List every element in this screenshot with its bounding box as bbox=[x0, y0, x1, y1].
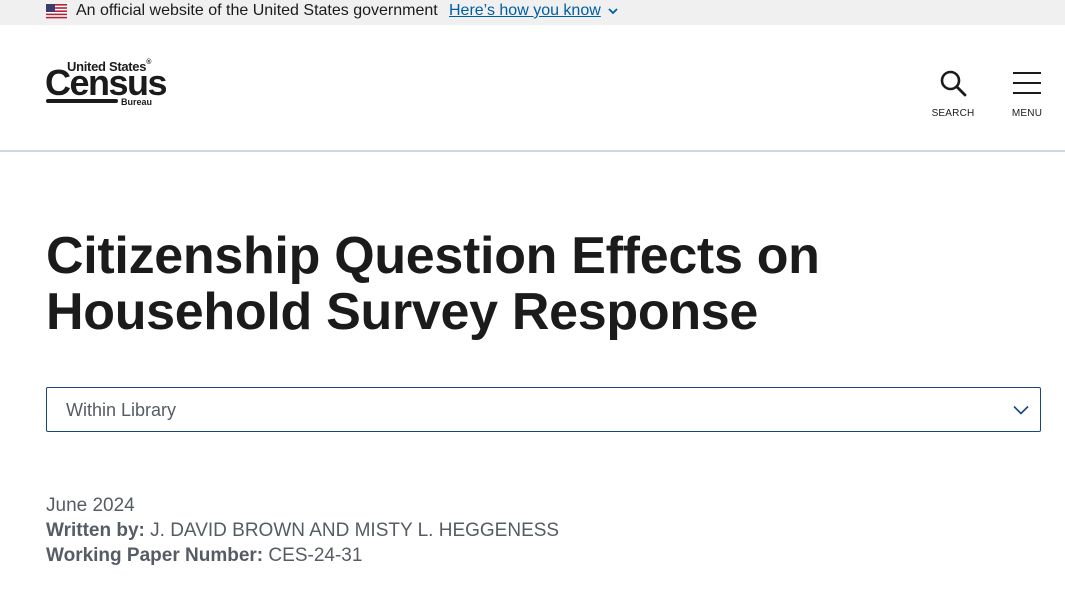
paper-number-row: Working Paper Number: CES-24-31 bbox=[46, 543, 559, 568]
us-flag-icon bbox=[46, 4, 67, 19]
menu-label: MENU bbox=[1011, 108, 1043, 119]
logo-underline bbox=[46, 99, 118, 103]
authors: J. DAVID BROWN AND MISTY L. HEGGENESS bbox=[150, 520, 560, 541]
library-select-value: Within Library bbox=[66, 400, 177, 420]
gov-banner: An official website of the United States… bbox=[0, 0, 1065, 25]
paper-number: CES-24-31 bbox=[268, 545, 363, 566]
search-icon bbox=[940, 70, 967, 97]
authors-row: Written by: J. DAVID BROWN AND MISTY L. … bbox=[46, 518, 559, 543]
chevron-down-icon[interactable] bbox=[607, 5, 619, 17]
how-you-know-link[interactable]: Here’s how you know bbox=[449, 2, 601, 19]
publication-meta: June 2024 Written by: J. DAVID BROWN AND… bbox=[46, 493, 559, 568]
written-by-label: Written by: bbox=[46, 520, 145, 541]
menu-icon bbox=[1013, 72, 1041, 94]
library-select[interactable]: Within Library bbox=[46, 387, 1041, 432]
logo-top-text: United States® bbox=[67, 59, 152, 74]
publication-date: June 2024 bbox=[46, 495, 135, 516]
page-title: Citizenship Question Effects on Househol… bbox=[46, 227, 820, 341]
select-chevron-icon bbox=[1013, 405, 1029, 415]
logo-sub-text: Bureau bbox=[121, 97, 153, 107]
census-logo[interactable]: United States® Census Bureau bbox=[44, 59, 168, 111]
paper-number-label: Working Paper Number: bbox=[46, 545, 264, 566]
site-header: United States® Census Bureau SEARCH MENU bbox=[0, 25, 1065, 152]
logo-main-text: Census bbox=[45, 62, 168, 103]
gov-banner-text: An official website of the United States… bbox=[76, 2, 438, 19]
search-button[interactable]: SEARCH bbox=[930, 69, 976, 119]
menu-button[interactable]: MENU bbox=[1008, 69, 1046, 119]
search-label: SEARCH bbox=[931, 108, 975, 119]
